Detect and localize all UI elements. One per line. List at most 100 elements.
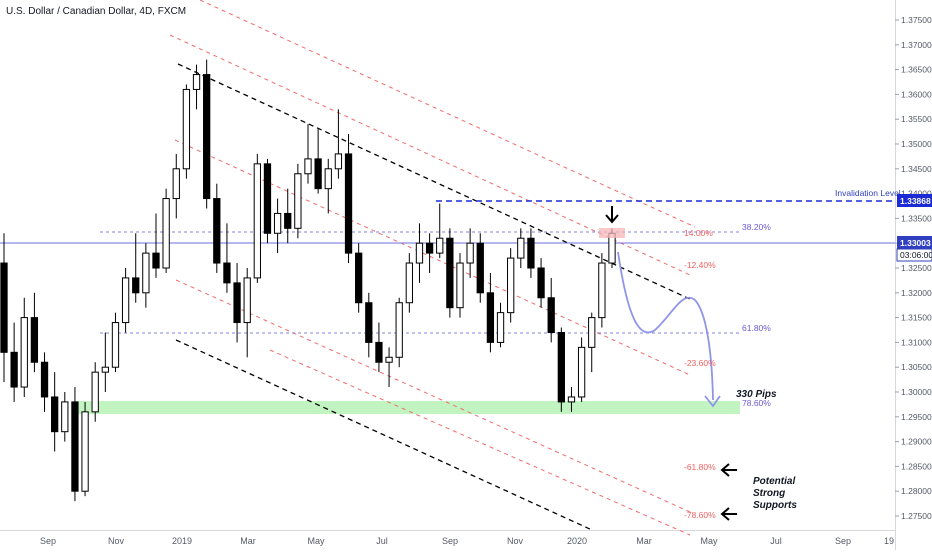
time-axis[interactable]: Sep Nov 2019 Mar May Jul Sep Nov 2020 Mar May Jul Se… bbox=[40, 536, 894, 546]
candle-bull bbox=[496, 312, 505, 343]
fib-m61-label: -61.80% bbox=[684, 462, 716, 472]
candle-bull bbox=[162, 198, 170, 269]
time-tick-label: 2020 bbox=[567, 536, 587, 546]
support-arrow-icon-1 bbox=[720, 463, 737, 477]
candle-bull bbox=[294, 173, 302, 229]
projection-path bbox=[617, 251, 714, 401]
candle-bear bbox=[557, 331, 565, 403]
down-arrow-icon bbox=[605, 206, 619, 224]
chart-title: U.S. Dollar / Canadian Dollar, 4D, FXCM bbox=[6, 6, 186, 17]
pips-label: 330 Pips bbox=[736, 389, 777, 400]
candle-bull bbox=[466, 242, 474, 264]
candle-bull bbox=[91, 371, 99, 413]
candle-bull bbox=[172, 168, 180, 200]
support-zone bbox=[74, 401, 740, 414]
price-tick-label: 1.37000 bbox=[901, 40, 932, 50]
candle-bear bbox=[314, 158, 322, 190]
candle-bear bbox=[375, 341, 383, 363]
time-tick-label: 2019 bbox=[172, 536, 192, 546]
candle-bear bbox=[233, 282, 241, 324]
price-tick-label: 1.33500 bbox=[901, 213, 932, 223]
time-tick-label: Sep bbox=[442, 536, 458, 546]
invalidation-price-text: 1.33868 bbox=[900, 196, 931, 206]
channel-lower-line bbox=[175, 339, 593, 531]
candle-bear bbox=[40, 361, 49, 398]
price-tick-label: 1.35000 bbox=[901, 139, 932, 149]
candle-bear bbox=[537, 267, 545, 299]
candle-bull bbox=[304, 158, 312, 175]
price-tick-label: 1.30000 bbox=[901, 387, 932, 397]
price-tick-label: 1.29500 bbox=[901, 412, 932, 422]
candle-bear bbox=[0, 262, 8, 353]
candle-bull bbox=[20, 317, 28, 388]
price-tick-label: 1.27500 bbox=[901, 511, 932, 521]
price-tick-label: 1.31000 bbox=[901, 337, 932, 347]
candle-bull bbox=[81, 411, 89, 492]
price-tick-label: 1.35500 bbox=[901, 114, 932, 124]
price-tick-label: 1.36000 bbox=[901, 89, 932, 99]
candle-bull bbox=[456, 262, 464, 309]
candle-bull bbox=[567, 396, 576, 403]
candle-bull bbox=[182, 88, 191, 170]
supports-line-3: Supports bbox=[753, 500, 797, 511]
price-tick-label: 1.31500 bbox=[901, 313, 932, 323]
candle-bull bbox=[121, 277, 130, 324]
price-tick-label: 1.36500 bbox=[901, 65, 932, 75]
candle-bear bbox=[527, 237, 535, 269]
red-line-1 bbox=[199, 0, 696, 228]
candle-bear bbox=[476, 242, 484, 294]
time-tick-label: Jul bbox=[376, 536, 388, 546]
candle-bear bbox=[425, 242, 434, 254]
countdown-tag bbox=[896, 248, 932, 262]
price-tick-label: 1.30500 bbox=[901, 362, 932, 372]
time-tick-label: Sep bbox=[40, 536, 56, 546]
candle-bull bbox=[385, 356, 393, 363]
time-tick-label: 19 bbox=[884, 536, 894, 546]
current-price-text: 1.33003 bbox=[900, 238, 931, 248]
time-tick-label: Mar bbox=[636, 536, 652, 546]
fib-14-label: 14.00% bbox=[684, 228, 713, 238]
fib-78-label: 78.60% bbox=[742, 398, 771, 408]
supports-line-1: Potential bbox=[753, 476, 795, 487]
price-tick-label: 1.32500 bbox=[901, 263, 932, 273]
time-tick-label: May bbox=[307, 536, 325, 546]
fib-38-label: 38.20% bbox=[742, 222, 771, 232]
candle-bear bbox=[223, 262, 231, 284]
time-tick-label: Mar bbox=[240, 536, 256, 546]
invalidation-price-tag bbox=[897, 194, 932, 207]
current-price-tag bbox=[897, 236, 932, 249]
red-line-5 bbox=[269, 349, 691, 536]
candle-bull bbox=[253, 163, 261, 279]
time-tick-label: Nov bbox=[507, 536, 524, 546]
candle-bear bbox=[547, 297, 555, 333]
candle-bull bbox=[517, 237, 525, 259]
candle-bear bbox=[344, 153, 353, 254]
red-channel-lines bbox=[169, 0, 696, 536]
candle-bear bbox=[365, 302, 373, 343]
candle-bull bbox=[273, 212, 282, 234]
support-arrow-icon-2 bbox=[720, 507, 737, 521]
time-tick-label: Jul bbox=[770, 536, 782, 546]
red-line-4 bbox=[175, 279, 691, 513]
price-tick-label: 1.37500 bbox=[901, 15, 932, 25]
candle-bull bbox=[61, 401, 69, 433]
candle-bull bbox=[101, 366, 109, 373]
candle-bull bbox=[395, 302, 403, 358]
candle-bull bbox=[142, 252, 150, 294]
candle-bear bbox=[51, 396, 59, 433]
candle-bear bbox=[30, 317, 39, 363]
price-axis[interactable]: 1.37500 1.37000 1.36500 1.36000 1.35500 1.350… bbox=[895, 15, 932, 521]
candle-bear bbox=[213, 198, 221, 264]
candle-bull bbox=[334, 153, 343, 170]
candle-bull bbox=[415, 242, 424, 264]
candle-bull bbox=[588, 317, 596, 348]
projection-arrowhead bbox=[704, 395, 721, 408]
candle-bull bbox=[405, 262, 413, 304]
candle-bear bbox=[355, 252, 363, 304]
candle-bear bbox=[152, 252, 160, 269]
candle-bear bbox=[71, 401, 79, 492]
candle-bull bbox=[111, 322, 120, 368]
fib-m78-label: -78.60% bbox=[684, 510, 716, 520]
